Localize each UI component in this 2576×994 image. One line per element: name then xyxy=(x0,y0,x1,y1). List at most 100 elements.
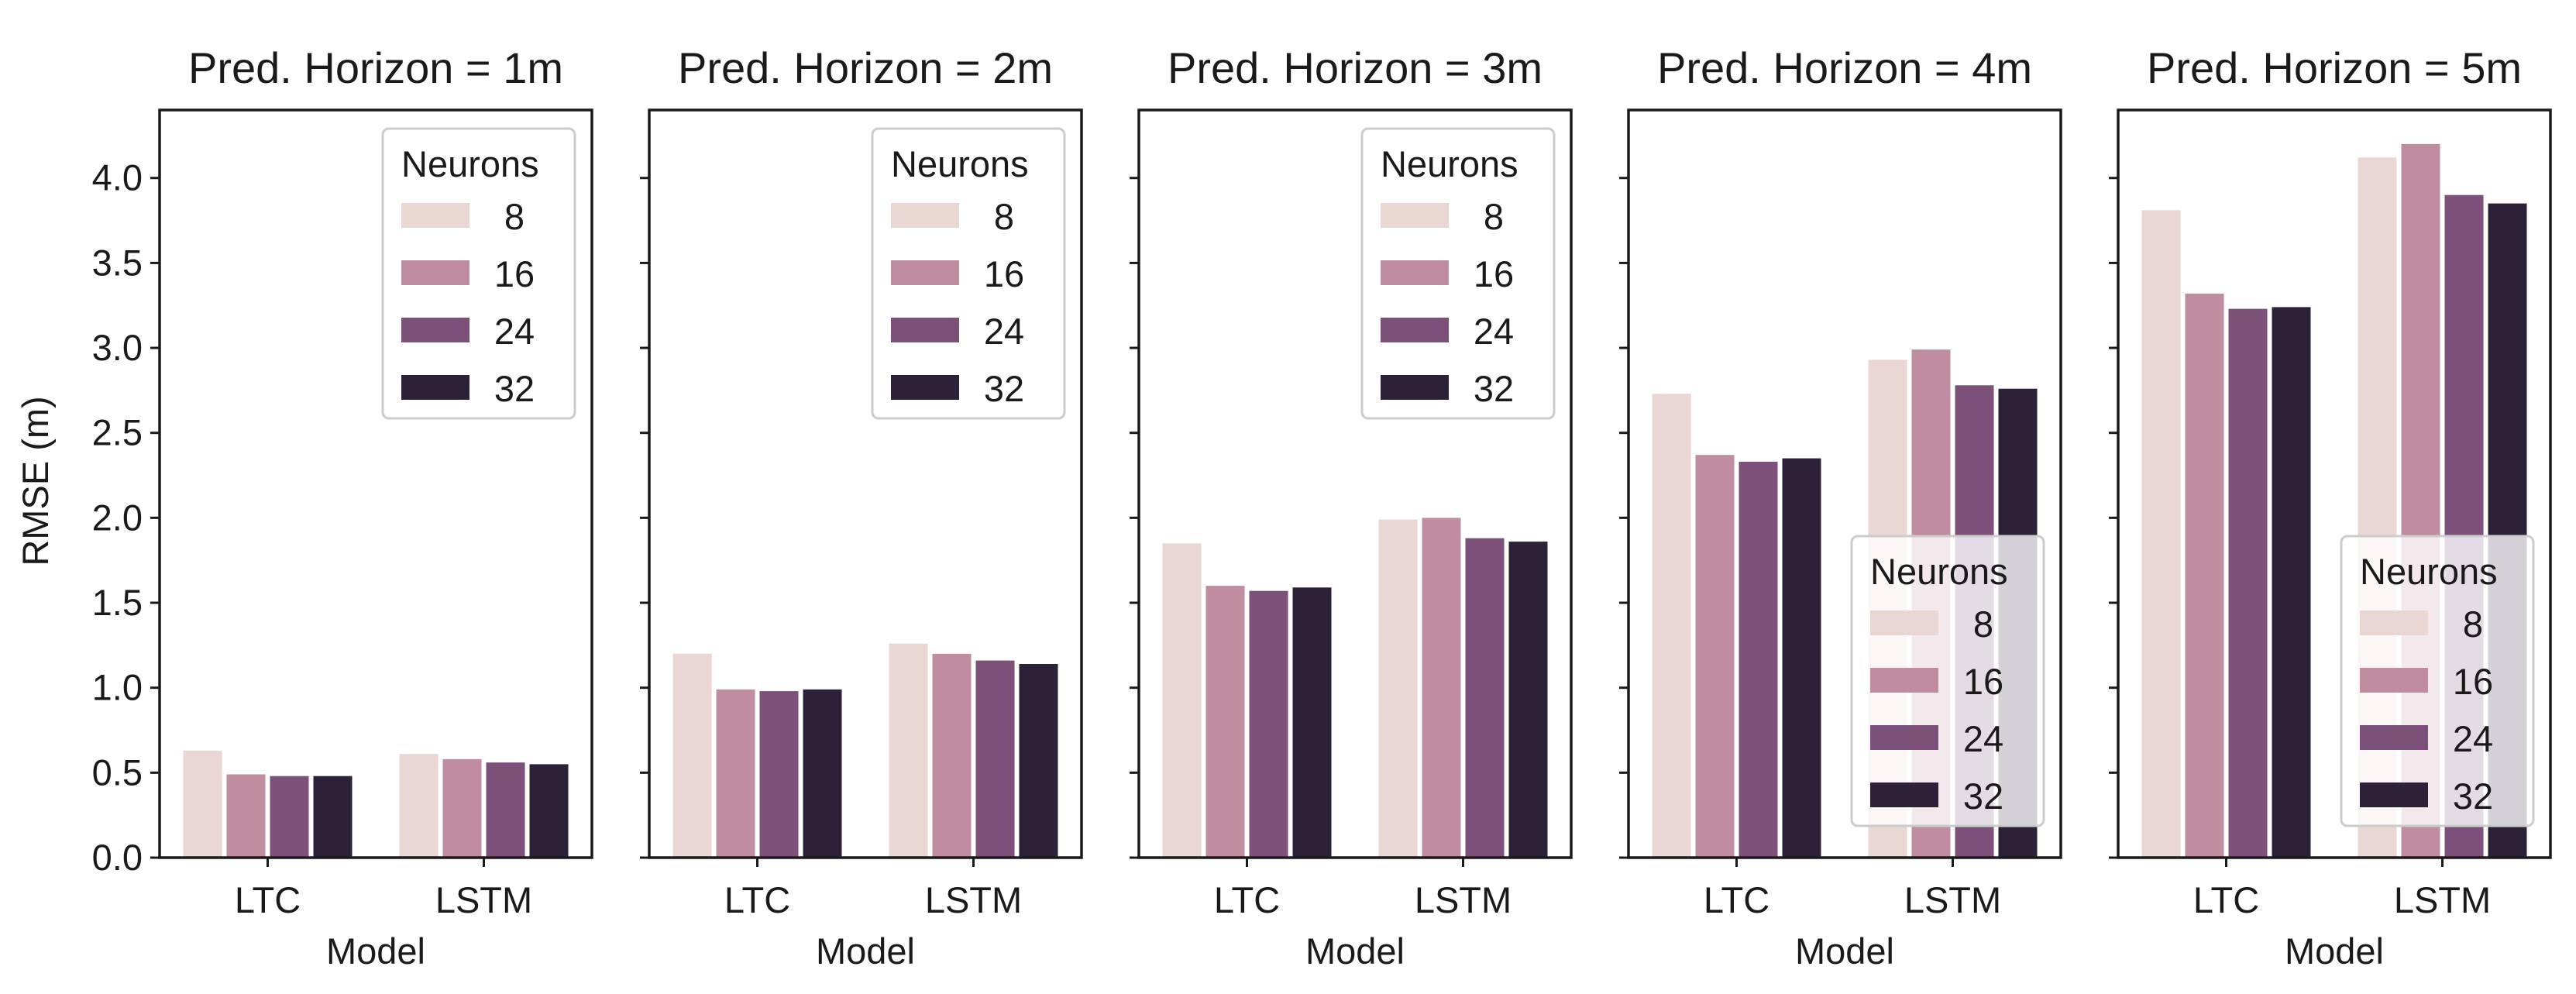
legend-label-16: 16 xyxy=(1474,253,1514,294)
legend-label-16: 16 xyxy=(1963,661,2003,702)
plot-frame xyxy=(2117,108,2552,859)
bar-ltc-neurons-24 xyxy=(1739,462,1778,858)
bar-ltc-neurons-32 xyxy=(1292,587,1332,858)
bar-ltc-neurons-8 xyxy=(2141,210,2181,858)
legend-swatch-8 xyxy=(1381,203,1449,228)
legend-label-16: 16 xyxy=(494,253,535,294)
panel-title: Pred. Horizon = 1m xyxy=(188,43,563,92)
y-tick-label: 0.0 xyxy=(92,837,143,878)
panel-title: Pred. Horizon = 3m xyxy=(1168,43,1543,92)
legend-swatch-16 xyxy=(1381,260,1449,285)
legend-title: Neurons xyxy=(2360,551,2498,592)
legend-label-8: 8 xyxy=(1973,604,1993,645)
y-tick-label: 2.5 xyxy=(92,412,143,453)
x-tick-label: LSTM xyxy=(435,879,532,920)
x-axis-label: Model xyxy=(2285,930,2384,972)
legend-label-32: 32 xyxy=(2453,776,2493,817)
bar-lstm-neurons-32 xyxy=(529,764,569,858)
legend: Neurons 8 16 24 32 xyxy=(2340,535,2535,827)
bar-ltc-neurons-32 xyxy=(313,776,353,858)
legend-label-32: 32 xyxy=(984,368,1024,409)
legend-title: Neurons xyxy=(891,143,1029,184)
legend-swatch-32 xyxy=(2360,782,2428,807)
legend-box xyxy=(381,127,576,420)
bar-ltc-neurons-8 xyxy=(183,750,222,858)
legend-swatch-8 xyxy=(401,203,469,228)
legend-title: Neurons xyxy=(401,143,539,184)
legend-title: Neurons xyxy=(1870,551,2008,592)
x-tick-label: LSTM xyxy=(1415,879,1512,920)
bar-lstm-neurons-16 xyxy=(442,758,482,858)
x-tick-label: LSTM xyxy=(1904,879,2001,920)
legend-label-24: 24 xyxy=(2453,718,2493,759)
legend-label-24: 24 xyxy=(1963,718,2003,759)
legend-swatch-16 xyxy=(891,260,959,285)
legend: Neurons 8 16 24 32 xyxy=(871,127,1066,420)
x-tick-label: LTC xyxy=(2193,879,2259,920)
x-axis-label: Model xyxy=(816,930,915,972)
x-tick-label: LSTM xyxy=(925,879,1022,920)
bar-ltc-neurons-16 xyxy=(226,774,266,858)
legend-box xyxy=(871,127,1066,420)
bar-lstm-neurons-16 xyxy=(1422,518,1461,858)
bar-lstm-neurons-24 xyxy=(975,660,1015,858)
x-tick-label: LTC xyxy=(1704,879,1769,920)
legend-swatch-16 xyxy=(401,260,469,285)
plot-frame xyxy=(158,108,593,859)
bar-ltc-neurons-24 xyxy=(270,776,309,858)
x-tick-label: LSTM xyxy=(2394,879,2491,920)
bar-lstm-neurons-32 xyxy=(1508,542,1548,858)
x-axis-label: Model xyxy=(1305,930,1405,972)
plot-frame xyxy=(1627,108,2062,859)
legend: Neurons 8 16 24 32 xyxy=(381,127,576,420)
y-tick-label: 1.5 xyxy=(92,582,143,623)
legend-box xyxy=(2340,535,2535,827)
bar-lstm-neurons-24 xyxy=(486,762,525,858)
bar-ltc-neurons-16 xyxy=(1695,455,1735,858)
legend-label-16: 16 xyxy=(984,253,1024,294)
bar-ltc-neurons-24 xyxy=(2228,308,2268,858)
legend-swatch-24 xyxy=(1870,725,1938,750)
bar-ltc-neurons-16 xyxy=(716,689,755,858)
legend-swatch-32 xyxy=(1870,782,1938,807)
legend-label-16: 16 xyxy=(2453,661,2493,702)
legend-swatch-32 xyxy=(1381,375,1449,400)
x-tick-label: LTC xyxy=(235,879,301,920)
y-tick-label: 1.0 xyxy=(92,667,143,708)
bar-lstm-neurons-24 xyxy=(1465,538,1505,858)
panel-title: Pred. Horizon = 2m xyxy=(678,43,1053,92)
legend-swatch-32 xyxy=(401,375,469,400)
y-tick-label: 3.0 xyxy=(92,327,143,368)
y-axis-label: RMSE (m) xyxy=(15,396,56,566)
legend-swatch-8 xyxy=(2360,611,2428,635)
legend: Neurons 8 16 24 32 xyxy=(1850,535,2045,827)
legend-label-32: 32 xyxy=(1474,368,1514,409)
bar-ltc-neurons-32 xyxy=(1782,458,1821,858)
bar-ltc-neurons-24 xyxy=(1249,590,1288,858)
legend-swatch-32 xyxy=(891,375,959,400)
legend-label-8: 8 xyxy=(1484,196,1504,237)
legend-label-8: 8 xyxy=(2463,604,2483,645)
legend-swatch-24 xyxy=(891,318,959,342)
bar-ltc-neurons-8 xyxy=(1652,394,1691,858)
legend-label-24: 24 xyxy=(1474,311,1514,352)
bar-ltc-neurons-16 xyxy=(1205,586,1245,858)
panel-title: Pred. Horizon = 5m xyxy=(2147,43,2522,92)
legend-swatch-24 xyxy=(2360,725,2428,750)
legend-swatch-24 xyxy=(401,318,469,342)
legend-title: Neurons xyxy=(1381,143,1518,184)
legend: Neurons 8 16 24 32 xyxy=(1360,127,1556,420)
x-tick-label: LTC xyxy=(724,879,790,920)
x-axis-label: Model xyxy=(1795,930,1894,972)
legend-swatch-8 xyxy=(891,203,959,228)
plot-frame xyxy=(1137,108,1573,859)
legend-swatch-8 xyxy=(1870,611,1938,635)
y-tick-label: 3.5 xyxy=(92,242,143,283)
legend-swatch-24 xyxy=(1381,318,1449,342)
bar-lstm-neurons-8 xyxy=(1378,519,1418,858)
